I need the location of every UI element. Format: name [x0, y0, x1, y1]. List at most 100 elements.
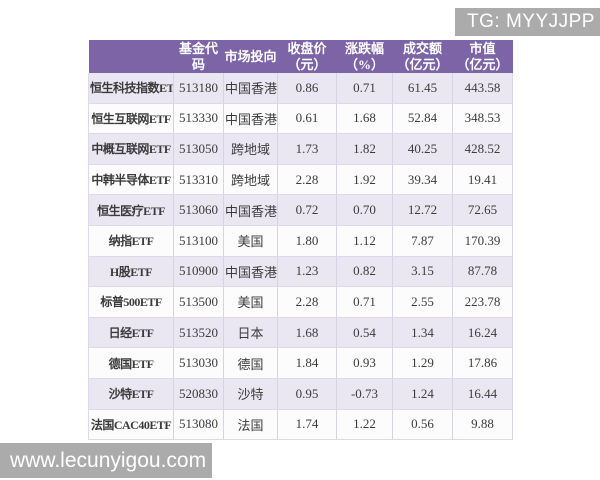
cell-close: 2.28 [277, 164, 337, 196]
cell-turnover: 61.45 [392, 73, 453, 104]
cell-market: 中国香港 [223, 103, 278, 135]
cell-turnover: 1.24 [392, 378, 453, 410]
cell-turnover: 0.56 [392, 409, 453, 441]
cell-change: 1.22 [336, 409, 393, 441]
cell-turnover: 40.25 [392, 133, 453, 165]
col-header-change: 涨跌幅 （%） [336, 40, 393, 73]
cell-turnover: 3.15 [392, 256, 453, 288]
cell-close: 1.80 [277, 225, 337, 257]
cell-mktcap: 72.65 [452, 194, 513, 226]
cell-code: 510900 [173, 256, 224, 288]
cell-name: 标普500ETF [88, 286, 174, 318]
cell-market: 中国香港 [223, 194, 278, 226]
etf-table: 基金代码 市场投向 收盘价 （元） 涨跌幅 （%） 成交额 （亿元） 市值 （亿元） 恒生… [88, 40, 513, 441]
cell-change: 0.82 [336, 256, 393, 288]
cell-change: 1.12 [336, 225, 393, 257]
cell-close: 1.74 [277, 409, 337, 441]
cell-code: 513060 [173, 194, 224, 226]
cell-mktcap: 19.41 [452, 164, 513, 196]
cell-turnover: 1.29 [392, 347, 453, 379]
cell-market: 沙特 [223, 378, 278, 410]
cell-market: 跨地域 [223, 133, 278, 165]
cell-change: 1.92 [336, 164, 393, 196]
cell-code: 513180 [173, 73, 224, 104]
tg-watermark-badge: TG: MYYJJPP [455, 8, 600, 36]
cell-close: 1.23 [277, 256, 337, 288]
cell-change: 0.71 [336, 73, 393, 104]
cell-close: 0.72 [277, 194, 337, 226]
cell-market: 德国 [223, 347, 278, 379]
cell-code: 513520 [173, 317, 224, 349]
col-header-close: 收盘价 （元） [277, 40, 337, 73]
cell-name: 德国ETF [88, 347, 174, 379]
cell-mktcap: 348.53 [452, 103, 513, 135]
cell-mktcap: 9.88 [452, 409, 513, 441]
site-watermark: www.lecunyigou.com [0, 443, 212, 478]
col-header-code: 基金代码 [173, 40, 224, 73]
cell-change: 1.82 [336, 133, 393, 165]
table-row: 中韩半导体ETF 513310 跨地域 2.28 1.92 39.34 19.41 [88, 164, 513, 196]
cell-close: 0.95 [277, 378, 337, 410]
cell-change: 0.71 [336, 286, 393, 318]
col-header-turnover: 成交额 （亿元） [392, 40, 453, 73]
cell-mktcap: 16.24 [452, 317, 513, 349]
cell-market: 中国香港 [223, 73, 278, 104]
cell-market: 日本 [223, 317, 278, 349]
cell-name: 恒生科技指数ETF [88, 73, 174, 104]
table-row: 中概互联网ETF 513050 跨地域 1.73 1.82 40.25 428.52 [88, 133, 513, 165]
cell-mktcap: 443.58 [452, 73, 513, 104]
cell-name: 恒生医疗ETF [88, 194, 174, 226]
cell-market: 中国香港 [223, 256, 278, 288]
cell-code: 513500 [173, 286, 224, 318]
cell-code: 513100 [173, 225, 224, 257]
cell-code: 513050 [173, 133, 224, 165]
cell-market: 跨地域 [223, 164, 278, 196]
cell-turnover: 7.87 [392, 225, 453, 257]
cell-name: 中概互联网ETF [88, 133, 174, 165]
cell-turnover: 12.72 [392, 194, 453, 226]
col-header-market: 市场投向 [223, 40, 278, 73]
cell-change: 0.70 [336, 194, 393, 226]
cell-code: 513330 [173, 103, 224, 135]
col-header-name [88, 40, 174, 73]
cell-change: -0.73 [336, 378, 393, 410]
cell-code: 513310 [173, 164, 224, 196]
cell-name: H股ETF [88, 256, 174, 288]
cell-market: 美国 [223, 286, 278, 318]
cell-change: 1.68 [336, 103, 393, 135]
cell-turnover: 39.34 [392, 164, 453, 196]
table-row: 恒生医疗ETF 513060 中国香港 0.72 0.70 12.72 72.65 [88, 194, 513, 226]
table-row: 纳指ETF 513100 美国 1.80 1.12 7.87 170.39 [88, 225, 513, 257]
cell-close: 0.61 [277, 103, 337, 135]
table-row: 法国CAC40ETF 513080 法国 1.74 1.22 0.56 9.88 [88, 409, 513, 441]
table-row: 标普500ETF 513500 美国 2.28 0.71 2.55 223.78 [88, 286, 513, 318]
cell-mktcap: 223.78 [452, 286, 513, 318]
cell-name: 恒生互联网ETF [88, 103, 174, 135]
cell-mktcap: 87.78 [452, 256, 513, 288]
cell-close: 2.28 [277, 286, 337, 318]
cell-name: 日经ETF [88, 317, 174, 349]
cell-close: 1.84 [277, 347, 337, 379]
cell-close: 1.73 [277, 133, 337, 165]
table-row: H股ETF 510900 中国香港 1.23 0.82 3.15 87.78 [88, 256, 513, 288]
cell-code: 520830 [173, 378, 224, 410]
cell-mktcap: 17.86 [452, 347, 513, 379]
cell-close: 1.68 [277, 317, 337, 349]
cell-code: 513030 [173, 347, 224, 379]
cell-mktcap: 428.52 [452, 133, 513, 165]
table-body: 恒生科技指数ETF 513180 中国香港 0.86 0.71 61.45 443.58 恒生… [88, 73, 513, 441]
cell-mktcap: 170.39 [452, 225, 513, 257]
cell-name: 法国CAC40ETF [88, 409, 174, 441]
cell-market: 美国 [223, 225, 278, 257]
cell-turnover: 1.34 [392, 317, 453, 349]
cell-code: 513080 [173, 409, 224, 441]
cell-mktcap: 16.44 [452, 378, 513, 410]
cell-name: 沙特ETF [88, 378, 174, 410]
table-header-row: 基金代码 市场投向 收盘价 （元） 涨跌幅 （%） 成交额 （亿元） 市值 （亿元） [88, 40, 513, 73]
table-row: 恒生互联网ETF 513330 中国香港 0.61 1.68 52.84 348.53 [88, 103, 513, 135]
cell-change: 0.93 [336, 347, 393, 379]
cell-change: 0.54 [336, 317, 393, 349]
table-row: 沙特ETF 520830 沙特 0.95 -0.73 1.24 16.44 [88, 378, 513, 410]
table-row: 日经ETF 513520 日本 1.68 0.54 1.34 16.24 [88, 317, 513, 349]
